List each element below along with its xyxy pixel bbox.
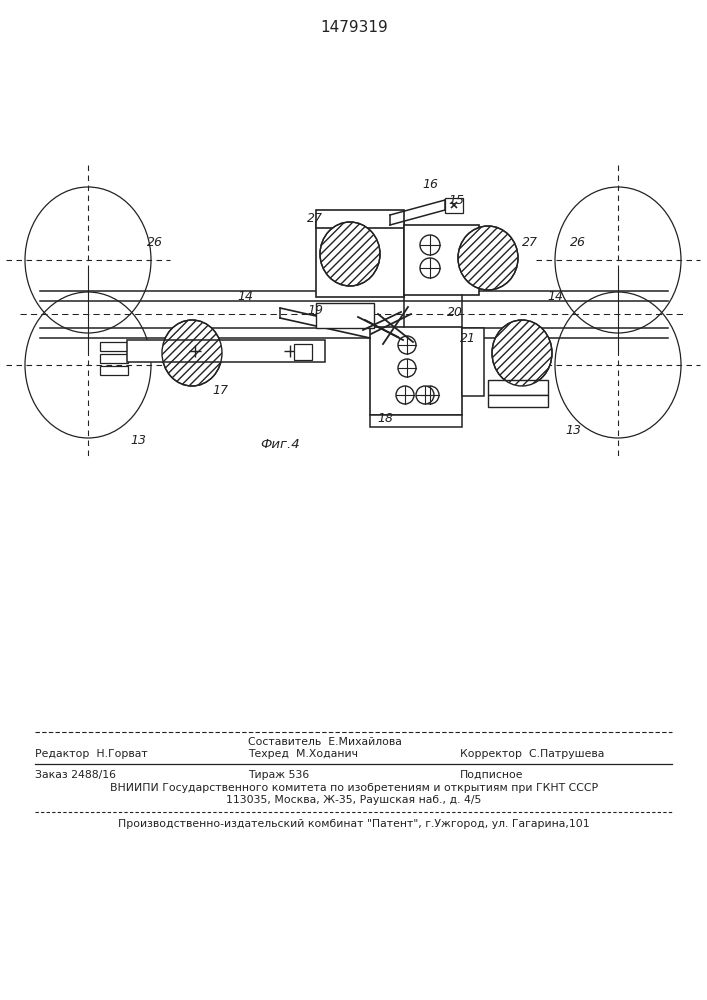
Bar — [127, 340, 325, 362]
Text: Тираж 536: Тираж 536 — [248, 770, 309, 780]
Bar — [100, 366, 128, 375]
Text: 16: 16 — [422, 178, 438, 192]
Circle shape — [421, 386, 439, 404]
Ellipse shape — [492, 320, 552, 386]
Bar — [445, 198, 463, 213]
Circle shape — [416, 386, 434, 404]
Bar — [100, 342, 128, 351]
Text: 26: 26 — [147, 235, 163, 248]
Text: Производственно-издательский комбинат "Патент", г.Ужгород, ул. Гагарина,101: Производственно-издательский комбинат "П… — [118, 819, 590, 829]
Circle shape — [420, 235, 440, 255]
Text: 13: 13 — [130, 434, 146, 446]
Text: 19: 19 — [307, 304, 323, 316]
Text: Заказ 2488/16: Заказ 2488/16 — [35, 770, 116, 780]
Text: 27: 27 — [307, 212, 323, 225]
Text: 18: 18 — [377, 412, 393, 424]
Circle shape — [398, 359, 416, 377]
Text: Корректор  С.Патрушева: Корректор С.Патрушева — [460, 749, 604, 759]
Bar — [370, 415, 462, 427]
Text: 27: 27 — [522, 235, 538, 248]
Bar — [294, 344, 312, 360]
Circle shape — [396, 386, 414, 404]
Text: 21: 21 — [460, 332, 476, 344]
Bar — [316, 303, 374, 328]
Text: 14: 14 — [547, 290, 563, 304]
Text: Подписное: Подписное — [460, 770, 523, 780]
Bar — [488, 395, 548, 407]
Bar — [462, 328, 484, 396]
Text: 20: 20 — [447, 306, 463, 318]
Bar — [370, 327, 462, 415]
Ellipse shape — [458, 226, 518, 290]
Circle shape — [398, 336, 416, 354]
Text: 17: 17 — [212, 383, 228, 396]
Text: 13: 13 — [565, 424, 581, 436]
Text: 15: 15 — [448, 194, 464, 207]
Bar — [404, 225, 479, 295]
Text: 113035, Москва, Ж-35, Раушская наб., д. 4/5: 113035, Москва, Ж-35, Раушская наб., д. … — [226, 795, 481, 805]
Text: Составитель  Е.Михайлова: Составитель Е.Михайлова — [248, 737, 402, 747]
Bar — [316, 210, 404, 228]
Text: Техред  М.Ходанич: Техред М.Ходанич — [248, 749, 358, 759]
Text: 14: 14 — [237, 290, 253, 304]
Text: ВНИИПИ Государственного комитета по изобретениям и открытиям при ГКНТ СССР: ВНИИПИ Государственного комитета по изоб… — [110, 783, 598, 793]
Text: Редактор  Н.Горват: Редактор Н.Горват — [35, 749, 148, 759]
Text: 1479319: 1479319 — [320, 20, 388, 35]
Ellipse shape — [162, 320, 222, 386]
Ellipse shape — [320, 222, 380, 286]
Bar — [488, 380, 548, 395]
Text: 26: 26 — [570, 235, 586, 248]
Circle shape — [420, 258, 440, 278]
Text: Фиг.4: Фиг.4 — [260, 438, 300, 452]
Bar — [316, 222, 404, 297]
Bar — [100, 354, 128, 363]
